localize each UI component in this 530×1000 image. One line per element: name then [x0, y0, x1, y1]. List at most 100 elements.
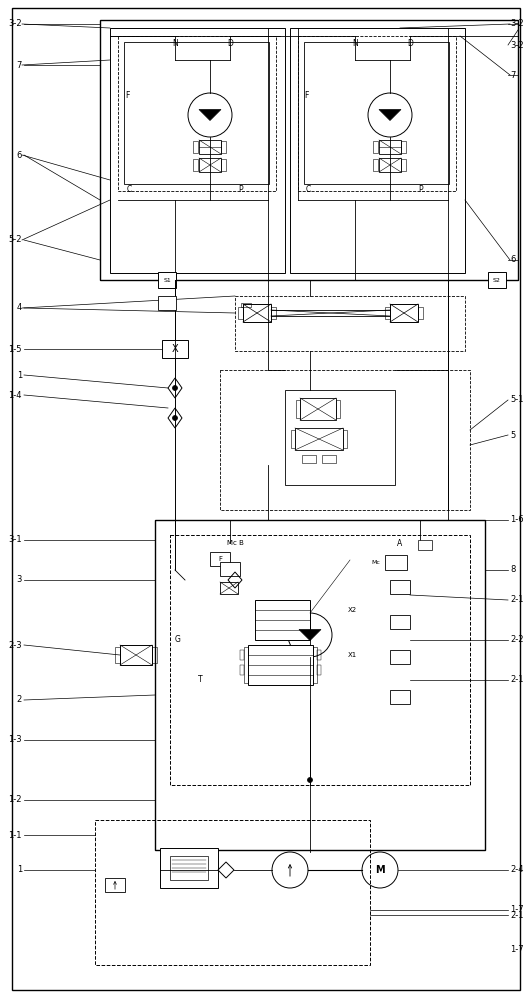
Bar: [155, 520, 485, 850]
Polygon shape: [199, 109, 221, 120]
Bar: [238, 307, 243, 319]
Text: N: N: [172, 39, 178, 48]
Bar: [390, 615, 410, 629]
Text: 2: 2: [17, 696, 22, 704]
Bar: [385, 555, 407, 570]
Text: 2-3: 2-3: [8, 641, 22, 650]
Bar: [170, 856, 208, 880]
Text: 7: 7: [16, 60, 22, 70]
Text: P: P: [238, 186, 243, 194]
Text: 1: 1: [17, 865, 22, 874]
Text: N: N: [352, 39, 358, 48]
Bar: [373, 141, 378, 153]
Bar: [241, 303, 251, 307]
Bar: [418, 540, 432, 550]
Bar: [379, 140, 401, 154]
Text: 3-1: 3-1: [8, 536, 22, 544]
Circle shape: [172, 385, 178, 390]
Text: F: F: [304, 91, 308, 100]
Text: C: C: [127, 186, 132, 194]
Text: Mc: Mc: [371, 560, 380, 566]
Text: 1-2: 1-2: [8, 796, 22, 804]
Bar: [343, 430, 347, 448]
Text: 5-1: 5-1: [510, 395, 524, 404]
Bar: [401, 159, 406, 171]
Text: 1-5: 1-5: [8, 344, 22, 354]
Text: 5: 5: [510, 430, 515, 440]
Bar: [210, 552, 230, 566]
Bar: [158, 296, 176, 310]
Text: 2-4: 2-4: [510, 865, 524, 874]
Text: 6: 6: [16, 150, 22, 159]
Bar: [95, 820, 370, 965]
Text: 8: 8: [510, 566, 515, 574]
Bar: [115, 647, 120, 663]
Bar: [118, 36, 276, 191]
Text: 1-7: 1-7: [510, 906, 524, 914]
Text: 5-2: 5-2: [8, 235, 22, 244]
Bar: [110, 28, 285, 273]
Circle shape: [307, 778, 313, 782]
Text: F: F: [218, 556, 222, 562]
Bar: [170, 535, 470, 785]
Bar: [221, 159, 226, 171]
Bar: [193, 141, 198, 153]
Bar: [193, 159, 198, 171]
Polygon shape: [299, 630, 321, 641]
Text: 2-1: 2-1: [510, 676, 524, 684]
Bar: [291, 430, 295, 448]
Bar: [271, 307, 276, 319]
Text: 1-6: 1-6: [510, 516, 524, 524]
Text: T: T: [198, 676, 202, 684]
Text: 1-7: 1-7: [510, 946, 524, 954]
Bar: [390, 690, 410, 704]
Circle shape: [172, 416, 178, 420]
Bar: [244, 647, 248, 683]
Bar: [160, 848, 218, 888]
Bar: [296, 400, 300, 418]
Text: 2-1: 2-1: [510, 595, 524, 604]
Text: 3-2: 3-2: [8, 19, 22, 28]
Text: S2: S2: [493, 277, 501, 282]
Bar: [418, 307, 423, 319]
Bar: [390, 580, 410, 594]
Bar: [152, 647, 157, 663]
Bar: [199, 158, 221, 172]
Bar: [221, 141, 226, 153]
Bar: [255, 600, 310, 640]
Text: 1-4: 1-4: [8, 390, 22, 399]
Text: F: F: [125, 91, 129, 100]
Text: P: P: [418, 186, 422, 194]
Bar: [290, 28, 465, 273]
Bar: [240, 650, 244, 660]
Bar: [336, 400, 340, 418]
Bar: [199, 140, 221, 154]
Bar: [300, 398, 336, 420]
Bar: [313, 647, 317, 683]
Bar: [322, 455, 336, 463]
Bar: [488, 272, 506, 288]
Bar: [124, 42, 269, 184]
Text: 4: 4: [17, 304, 22, 312]
Bar: [240, 665, 244, 675]
Bar: [373, 159, 378, 171]
Text: G: G: [175, 636, 181, 645]
Text: 1: 1: [17, 370, 22, 379]
Text: Mc B: Mc B: [226, 540, 243, 546]
Bar: [235, 296, 465, 351]
Text: 2-1: 2-1: [510, 910, 524, 920]
Text: X2: X2: [348, 607, 357, 613]
Bar: [390, 304, 418, 322]
Text: 1-1: 1-1: [8, 830, 22, 840]
Bar: [317, 650, 321, 660]
Bar: [220, 582, 238, 594]
Text: 7: 7: [510, 70, 515, 80]
Bar: [220, 562, 240, 576]
Polygon shape: [379, 109, 401, 120]
Bar: [390, 650, 410, 664]
Bar: [158, 272, 176, 288]
Text: D: D: [407, 39, 413, 48]
Text: D: D: [227, 39, 233, 48]
Text: X: X: [172, 344, 178, 354]
Bar: [385, 307, 390, 319]
